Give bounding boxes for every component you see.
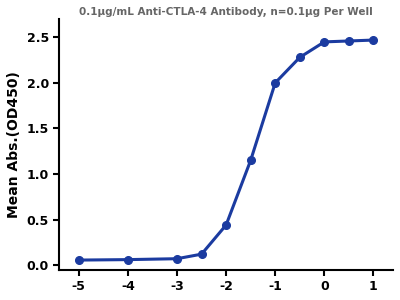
Title: 0.1μg/mL Anti-CTLA-4 Antibody, n=0.1μg Per Well: 0.1μg/mL Anti-CTLA-4 Antibody, n=0.1μg P…	[79, 7, 373, 17]
Y-axis label: Mean Abs.(OD450): Mean Abs.(OD450)	[7, 71, 21, 218]
